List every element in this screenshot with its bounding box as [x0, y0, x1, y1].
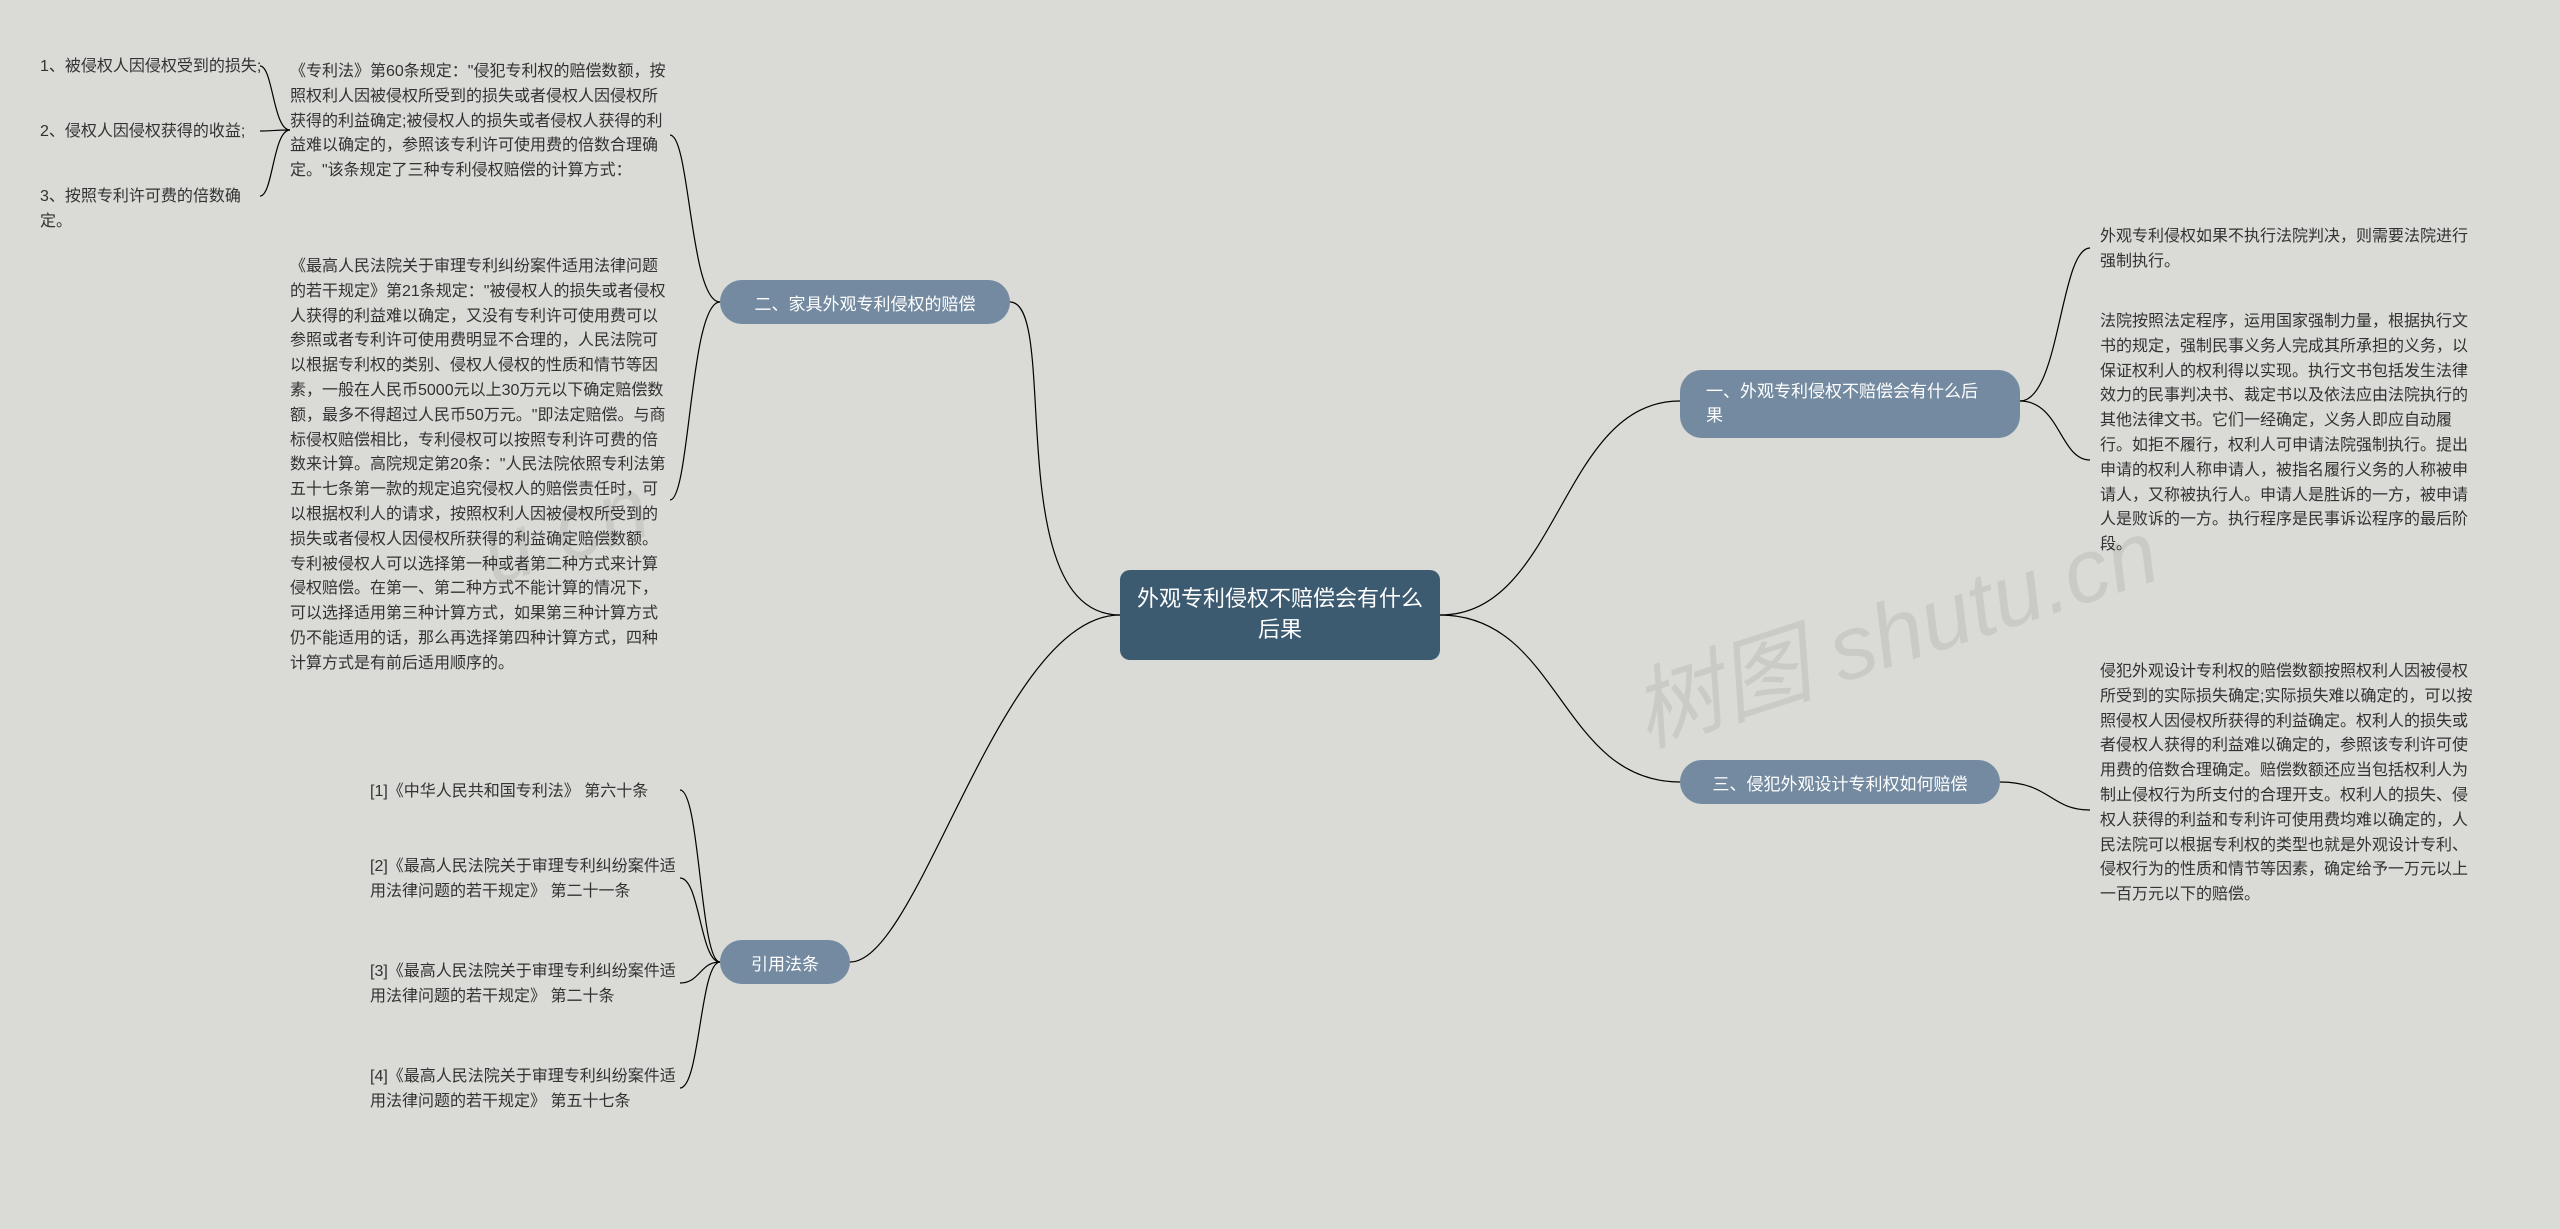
leaf-text: 2、侵权人因侵权获得的收益; — [40, 120, 270, 145]
branch-label: 一、外观专利侵权不赔偿会有什么后果 — [1706, 380, 1994, 428]
branch-label: 二、家具外观专利侵权的赔偿 — [755, 290, 976, 315]
leaf-text: 《最高人民法院关于审理专利纠纷案件适用法律问题的若干规定》第21条规定："被侵权… — [290, 255, 670, 677]
leaf-citation: [1]《中华人民共和国专利法》 第六十条 — [370, 780, 680, 805]
branch-label: 引用法条 — [751, 950, 819, 975]
branch-citations[interactable]: 引用法条 — [720, 940, 850, 984]
leaf-text: 侵犯外观设计专利权的赔偿数额按照权利人因被侵权所受到的实际损失确定;实际损失难以… — [2100, 660, 2480, 908]
leaf-citation: [2]《最高人民法院关于审理专利纠纷案件适用法律问题的若干规定》 第二十一条 — [370, 855, 680, 905]
mindmap-canvas: u.cn 树图 shutu.cn 外观专利侵权不赔偿会有什么后果 一、外观专利侵… — [0, 0, 2560, 1229]
root-label: 外观专利侵权不赔偿会有什么后果 — [1136, 584, 1424, 646]
branch-furniture-compensation[interactable]: 二、家具外观专利侵权的赔偿 — [720, 280, 1010, 324]
branch-consequences[interactable]: 一、外观专利侵权不赔偿会有什么后果 — [1680, 370, 2020, 438]
leaf-text: 3、按照专利许可费的倍数确定。 — [40, 185, 270, 235]
leaf-text: 1、被侵权人因侵权受到的损失; — [40, 55, 270, 80]
leaf-text: 外观专利侵权如果不执行法院判决，则需要法院进行强制执行。 — [2100, 225, 2470, 275]
branch-label: 三、侵犯外观设计专利权如何赔偿 — [1713, 770, 1968, 795]
branch-design-compensation[interactable]: 三、侵犯外观设计专利权如何赔偿 — [1680, 760, 2000, 804]
leaf-citation: [4]《最高人民法院关于审理专利纠纷案件适用法律问题的若干规定》 第五十七条 — [370, 1065, 680, 1115]
watermark: 树图 shutu.cn — [1613, 479, 2172, 771]
leaf-text: 法院按照法定程序，运用国家强制力量，根据执行文书的规定，强制民事义务人完成其所承… — [2100, 310, 2480, 558]
root-node[interactable]: 外观专利侵权不赔偿会有什么后果 — [1120, 570, 1440, 660]
leaf-text: 《专利法》第60条规定："侵犯专利权的赔偿数额，按照权利人因被侵权所受到的损失或… — [290, 60, 670, 184]
leaf-citation: [3]《最高人民法院关于审理专利纠纷案件适用法律问题的若干规定》 第二十条 — [370, 960, 680, 1010]
